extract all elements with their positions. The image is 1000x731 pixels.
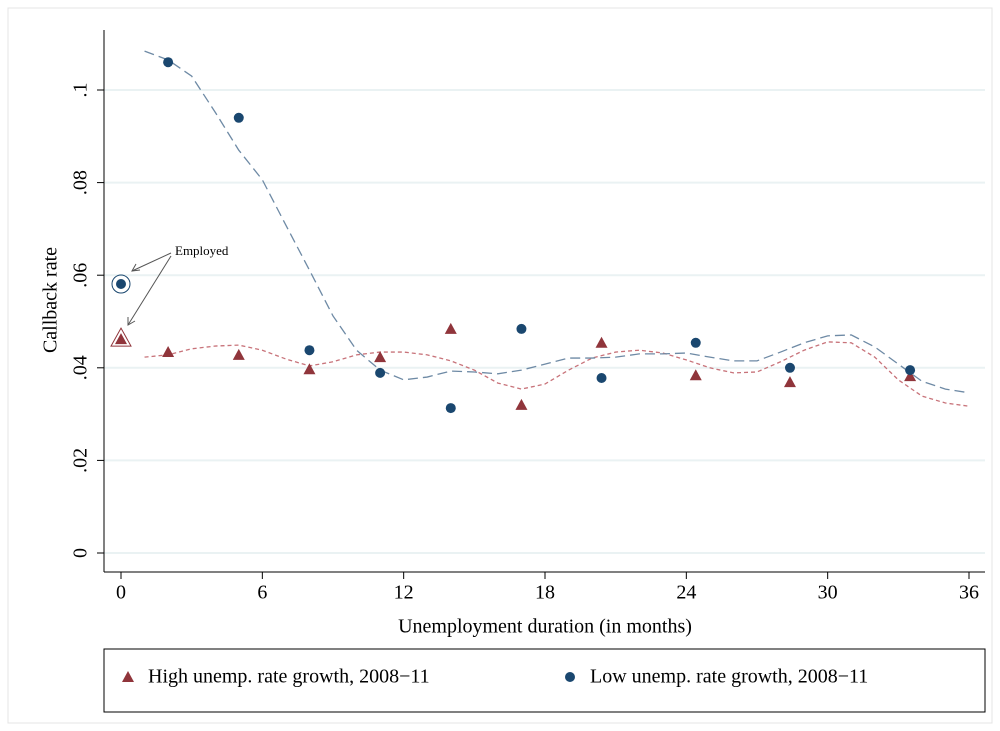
x-tick-label: 30 — [818, 582, 838, 604]
y-axis-title: Callback rate — [40, 247, 62, 353]
marker-circle — [375, 367, 386, 378]
y-tick-label: .1 — [70, 83, 92, 98]
chart-frame — [7, 7, 993, 724]
y-tick-label: .02 — [70, 448, 92, 473]
highlight-ring — [111, 274, 131, 294]
marker-circle — [163, 57, 174, 68]
marker-triangle — [122, 671, 134, 682]
annotation-arrowhead — [127, 317, 136, 326]
legend-box — [103, 648, 986, 713]
marker-circle — [233, 112, 244, 123]
marker-circle — [596, 372, 607, 383]
marker-circle — [445, 403, 456, 414]
marker-triangle — [162, 346, 175, 358]
y-tick-label: .08 — [70, 170, 92, 195]
highlight-ring — [110, 327, 132, 347]
marker-circle — [784, 362, 795, 373]
marker-circle — [304, 345, 315, 356]
marker-circle — [690, 337, 701, 348]
marker-triangle — [783, 376, 796, 388]
x-tick-label: 24 — [676, 582, 696, 604]
marker-triangle — [595, 336, 608, 348]
y-tick-label: .04 — [70, 355, 92, 380]
x-tick-label: 36 — [959, 582, 979, 604]
marker-triangle — [232, 348, 245, 360]
marker-triangle — [374, 351, 387, 363]
marker-triangle — [904, 370, 917, 382]
annotation-arrow — [131, 252, 172, 272]
x-tick-label: 0 — [116, 582, 126, 604]
y-tick-label: 0 — [70, 548, 92, 558]
x-axis-title: Unemployment duration (in months) — [398, 616, 692, 638]
marker-circle — [516, 323, 527, 334]
fit-line — [144, 50, 970, 394]
fit-line — [144, 341, 970, 407]
legend-label: High unemp. rate growth, 2008−11 — [148, 666, 430, 688]
annotation-arrow — [127, 255, 172, 326]
marker-triangle — [689, 369, 702, 381]
x-tick-label: 6 — [257, 582, 267, 604]
marker-circle — [565, 672, 575, 682]
annotation-arrowhead — [131, 263, 141, 272]
marker-circle — [116, 278, 126, 289]
annotation: Employed — [175, 243, 229, 258]
y-tick-label: .06 — [70, 263, 92, 288]
legend-label: Low unemp. rate growth, 2008−11 — [590, 666, 868, 688]
x-tick-label: 12 — [394, 582, 414, 604]
marker-triangle — [115, 333, 127, 345]
marker-triangle — [303, 363, 316, 375]
x-tick-label: 18 — [535, 582, 555, 604]
marker-triangle — [444, 322, 457, 334]
marker-triangle — [515, 398, 528, 410]
marker-circle — [905, 365, 916, 376]
